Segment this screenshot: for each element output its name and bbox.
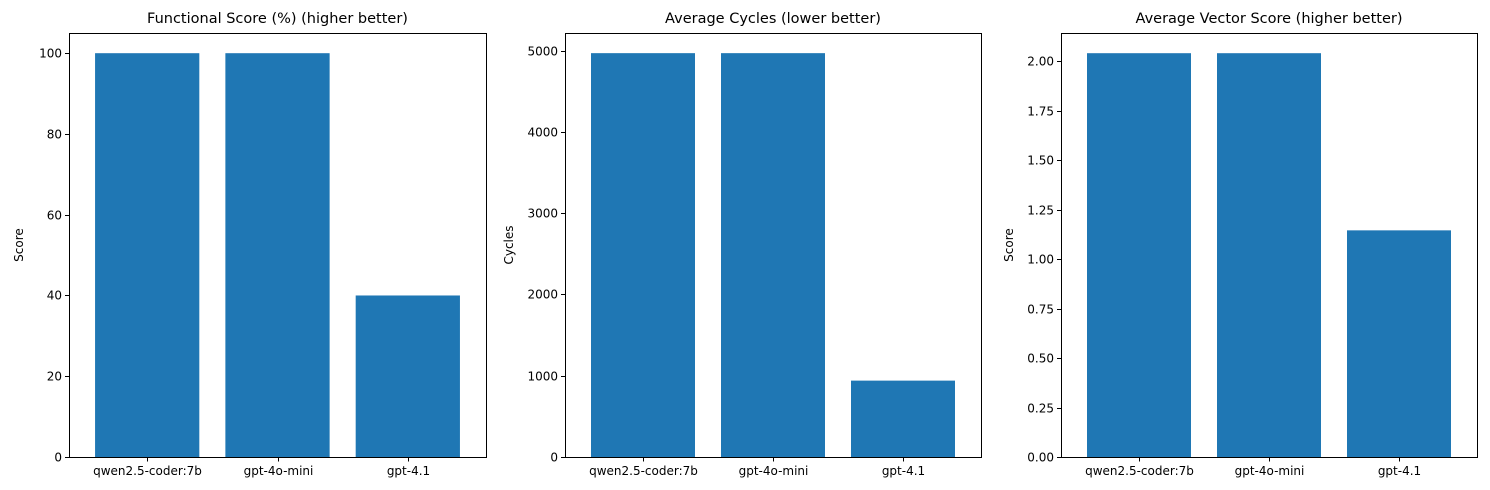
y-tick-label: 3000	[527, 207, 558, 221]
y-tick-label: 0	[54, 451, 62, 465]
chart-title: Functional Score (%) (higher better)	[147, 11, 408, 27]
x-tick-label: gpt-4o-mini	[244, 464, 314, 478]
y-tick-label: 80	[47, 128, 62, 142]
x-tick-label: gpt-4o-mini	[1235, 464, 1305, 478]
y-tick-label: 40	[47, 289, 62, 303]
y-tick-label: 1000	[527, 370, 558, 384]
bar-gpt-4o-mini	[1217, 53, 1321, 457]
bar-qwen2-5-coder-7b	[1087, 53, 1191, 457]
x-tick-label: gpt-4.1	[387, 464, 430, 478]
y-tick-label: 0.25	[1027, 402, 1054, 416]
bar-gpt-4o-mini	[225, 53, 330, 457]
chart-average-vector-score: 0.00 0.25 0.50 0.75 1.00 1.25 1.50 1.75 2.00 qwen…	[1002, 11, 1478, 478]
x-tick-label: gpt-4.1	[1378, 464, 1421, 478]
x-tick-label: qwen2.5-coder:7b	[1085, 464, 1194, 478]
y-tick-label: 5000	[527, 45, 558, 59]
bar-qwen2-5-coder-7b	[95, 53, 200, 457]
x-tick-label: gpt-4.1	[882, 464, 925, 478]
y-tick-label: 0.50	[1027, 352, 1054, 366]
y-tick-label: 1.25	[1027, 204, 1054, 218]
bar-gpt-4-1	[851, 380, 955, 457]
x-tick-label: qwen2.5-coder:7b	[93, 464, 202, 478]
bar-gpt-4o-mini	[721, 53, 825, 457]
chart-functional-score: 0 20 40 60 80 100 qwen2.5-coder:7b gpt-4o-mini g…	[12, 11, 487, 478]
y-tick-label: 1.75	[1027, 105, 1054, 119]
y-axis-label: Score	[1002, 228, 1016, 262]
y-tick-label: 1.00	[1027, 253, 1054, 267]
chart-title: Average Cycles (lower better)	[665, 11, 881, 27]
y-tick-label: 0.75	[1027, 303, 1054, 317]
x-tick-label: gpt-4o-mini	[739, 464, 809, 478]
chart-title: Average Vector Score (higher better)	[1136, 11, 1403, 27]
bar-gpt-4-1	[355, 295, 460, 457]
y-tick-label: 0	[550, 451, 558, 465]
y-tick-label: 60	[47, 209, 62, 223]
y-tick-label: 100	[39, 47, 62, 61]
x-tick-label: qwen2.5-coder:7b	[589, 464, 698, 478]
bar-gpt-4-1	[1347, 230, 1451, 457]
y-tick-label: 4000	[527, 126, 558, 140]
chart-average-cycles: 0 1000 2000 3000 4000 5000 qwen2.5-coder:7b gpt…	[502, 11, 982, 478]
bar-qwen2-5-coder-7b	[591, 53, 695, 457]
y-tick-label: 2000	[527, 288, 558, 302]
y-axis-label: Score	[12, 228, 26, 262]
y-tick-label: 20	[47, 370, 62, 384]
y-tick-label: 2.00	[1027, 55, 1054, 69]
y-axis-label: Cycles	[502, 225, 516, 264]
y-tick-label: 0.00	[1027, 451, 1054, 465]
y-tick-label: 1.50	[1027, 154, 1054, 168]
